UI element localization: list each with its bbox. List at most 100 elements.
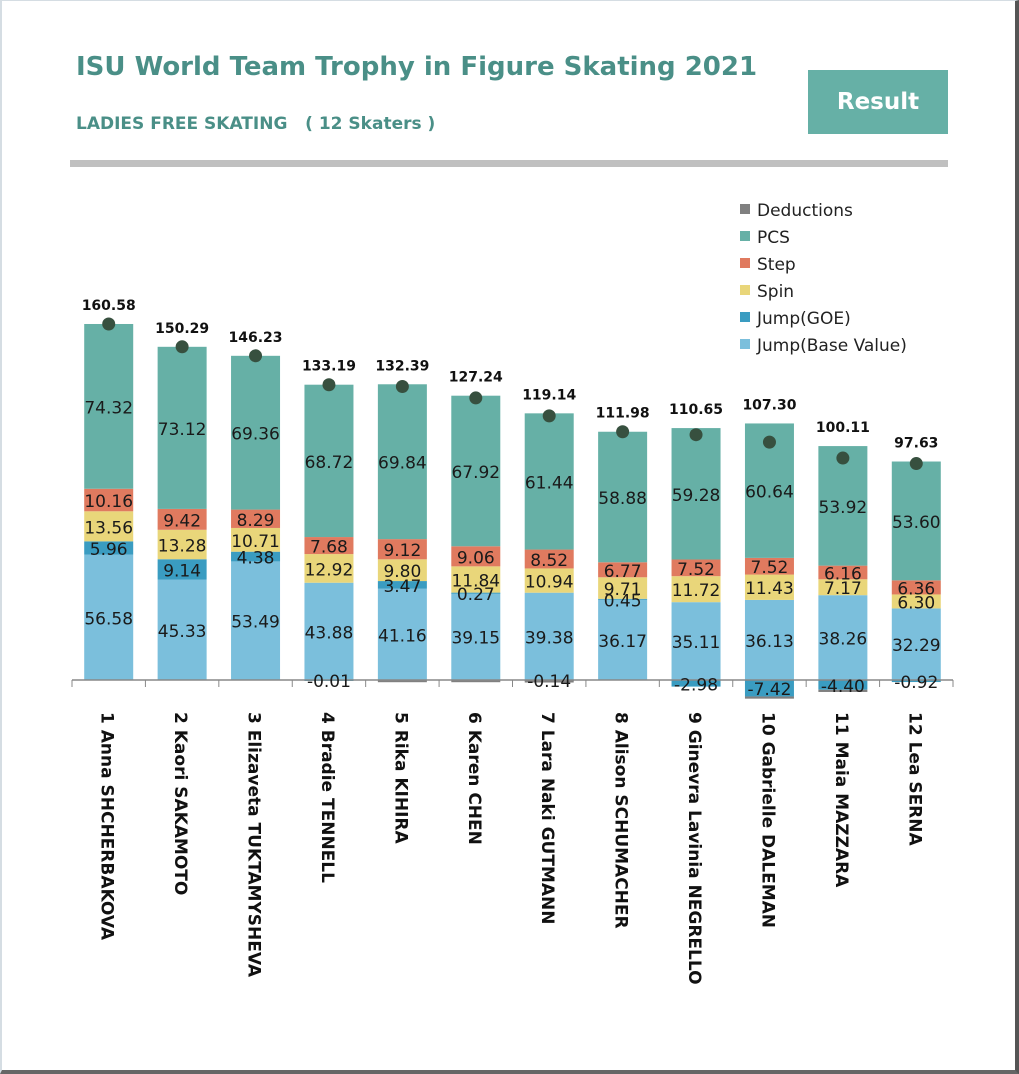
data-label-spin: 11.43 — [745, 579, 794, 599]
data-label-pcs: 59.28 — [672, 486, 721, 506]
data-label-spin: 13.56 — [84, 518, 133, 538]
bar-segment-jump-goe — [671, 680, 721, 687]
bar-segment-step — [231, 509, 281, 528]
data-label-spin: 6.30 — [897, 593, 935, 613]
total-label: 133.19 — [302, 359, 356, 375]
data-label-step: 7.68 — [310, 538, 348, 558]
header-divider — [70, 160, 948, 167]
bar-segment-jump-goe — [84, 541, 134, 555]
data-label-step: 9.06 — [457, 548, 495, 568]
total-marker — [469, 391, 483, 405]
data-label-spin: 7.17 — [824, 579, 862, 599]
bar-segment-spin — [891, 594, 941, 609]
total-label: 110.65 — [669, 402, 723, 418]
data-label-jump-base-value: 43.88 — [305, 623, 354, 643]
total-label: 111.98 — [596, 406, 650, 422]
legend-label: Jump(GOE) — [757, 308, 851, 329]
total-marker — [616, 425, 630, 439]
bar-segment-spin — [598, 577, 648, 599]
total-label: 132.39 — [375, 358, 429, 374]
bar-segment-step — [84, 488, 134, 512]
bar-segment-spin — [377, 559, 427, 582]
data-label-pcs: 73.12 — [158, 420, 207, 440]
bar-segment-step — [744, 557, 794, 575]
data-label-jump-base-value: 39.15 — [451, 629, 500, 649]
data-label-jump-goe: 3.47 — [383, 577, 421, 597]
legend-item: Step — [740, 251, 907, 278]
bar-segment-step — [524, 549, 574, 569]
total-label: 127.24 — [449, 370, 503, 386]
bar-segment-jump-base-value — [304, 582, 354, 680]
data-label-step: 10.16 — [84, 492, 133, 512]
bar-segment-jump-base-value — [231, 561, 281, 680]
data-label-pcs: 69.84 — [378, 454, 427, 474]
data-label-jump-goe: 9.14 — [163, 561, 201, 581]
bar-segment-step — [671, 559, 721, 577]
data-label-step: 7.52 — [677, 560, 715, 580]
total-marker — [249, 349, 263, 363]
bar-segment-jump-base-value — [451, 593, 501, 680]
total-label: 97.63 — [894, 436, 938, 452]
data-label-jump-goe: 5.96 — [90, 540, 128, 560]
total-marker — [909, 457, 923, 471]
data-label-jump-goe: -2.98 — [674, 675, 718, 695]
data-label-spin: 11.84 — [451, 571, 500, 591]
legend-item: Deductions — [740, 197, 907, 224]
bar-segment-jump-base-value — [524, 592, 574, 680]
bar-segment-jump-goe — [598, 598, 648, 600]
bar-segment-jump-base-value — [818, 595, 868, 680]
result-button[interactable]: Result — [808, 70, 948, 134]
data-label-spin: 11.72 — [672, 581, 721, 601]
data-label-jump-base-value: 56.58 — [84, 609, 133, 629]
category-label: 10 Gabrielle DALEMAN — [757, 712, 777, 928]
bar-segment-spin — [744, 574, 794, 600]
data-label-pcs: 61.44 — [525, 473, 574, 493]
bar-segment-jump-base-value — [598, 599, 648, 680]
bar-segment-jump-goe — [744, 680, 794, 697]
total-marker — [322, 378, 336, 392]
bar-segment-jump-base-value — [157, 579, 207, 680]
bar-segment-deductions — [818, 689, 868, 692]
bar-segment-pcs — [231, 355, 281, 510]
category-label: 3 Elizaveta TUKTAMYSHEVA — [244, 712, 264, 978]
data-label-spin: 13.28 — [158, 537, 207, 557]
bar-segment-pcs — [671, 428, 721, 560]
legend-swatch — [740, 311, 750, 322]
data-label-jump-base-value: 36.13 — [745, 632, 794, 652]
data-label-step: 6.77 — [604, 562, 642, 582]
bar-segment-spin — [304, 554, 354, 583]
category-label: 1 Anna SHCHERBAKOVA — [97, 712, 117, 941]
page-subtitle: LADIES FREE SKATING ( 12 Skaters ) — [76, 114, 436, 134]
data-label-pcs: 60.64 — [745, 483, 794, 503]
bar-segment-spin — [818, 579, 868, 596]
category-label: 7 Lara Naki GUTMANN — [537, 712, 557, 924]
legend-swatch — [740, 257, 750, 268]
data-label-spin: 9.80 — [383, 562, 421, 582]
data-label-jump-base-value: 32.29 — [892, 636, 941, 656]
total-label: 100.11 — [816, 420, 870, 436]
data-label-step: 8.29 — [237, 511, 275, 531]
total-label: 107.30 — [742, 397, 796, 413]
bar-segment-step — [451, 546, 501, 567]
bar-segment-jump-base-value — [84, 554, 134, 680]
bar-segment-deductions — [524, 680, 574, 683]
bar-segment-pcs — [598, 431, 648, 563]
chart-legend: Deductions PCS Step Spin Jump(GOE) Jump(Base … — [740, 197, 907, 359]
total-marker — [395, 379, 409, 393]
legend-label: PCS — [757, 227, 790, 248]
data-label-pcs: 67.92 — [451, 463, 500, 483]
legend-swatch — [740, 203, 750, 214]
total-label: 146.23 — [229, 330, 283, 346]
legend-swatch — [740, 338, 750, 349]
data-label-step: 9.42 — [163, 511, 201, 531]
bar-segment-spin — [451, 566, 501, 593]
data-label-step: 7.52 — [751, 558, 789, 578]
data-label-jump-base-value: 53.49 — [231, 613, 280, 633]
data-label-jump-base-value: 45.33 — [158, 622, 207, 642]
data-label-spin: 10.94 — [525, 573, 574, 593]
data-label-jump-goe: -0.01 — [307, 672, 351, 692]
category-label: 5 Rika KIHIRA — [390, 712, 410, 845]
data-label-spin: 10.71 — [231, 532, 280, 552]
data-label-jump-goe: -0.92 — [894, 673, 938, 693]
